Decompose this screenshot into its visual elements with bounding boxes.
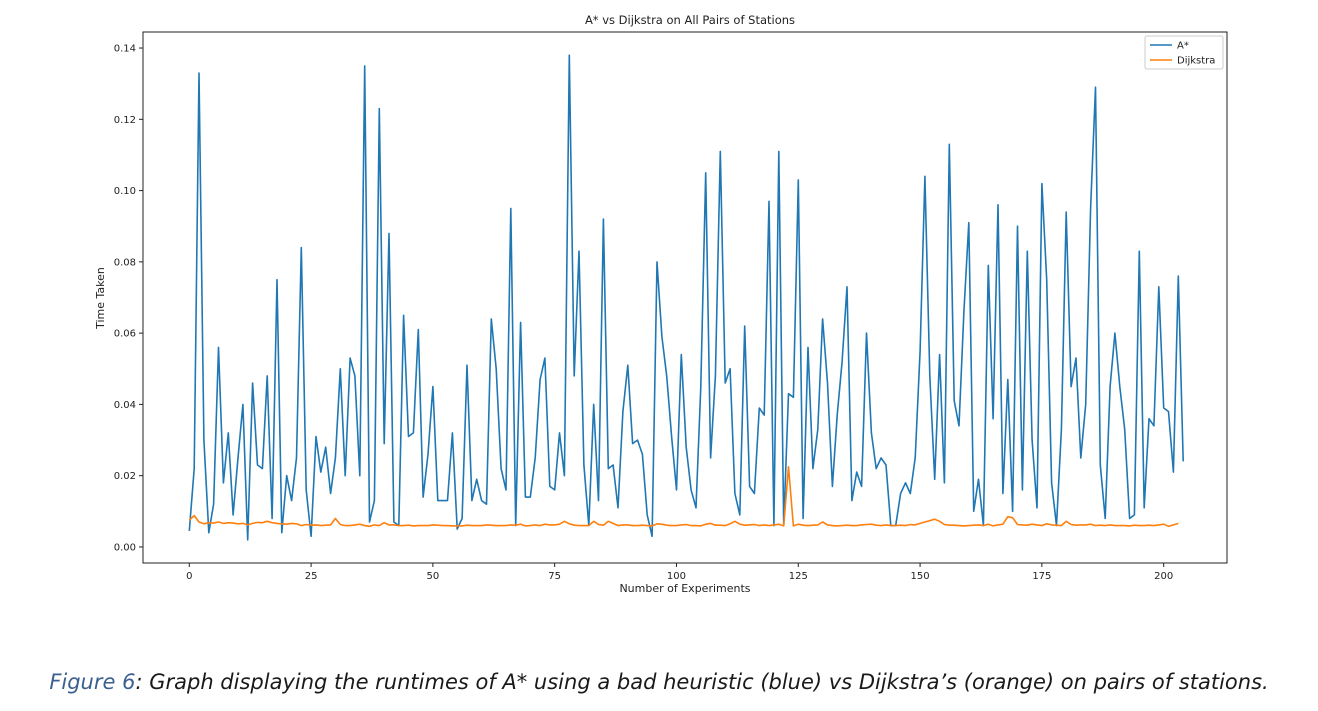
x-tick-label: 50: [427, 571, 440, 582]
y-tick-label: 0.12: [114, 115, 136, 126]
figure-caption-label: Figure 6: [49, 670, 136, 694]
y-tick-label: 0.10: [114, 186, 136, 197]
x-tick-label: 125: [789, 571, 808, 582]
x-axis-label: Number of Experiments: [619, 582, 750, 595]
y-tick-label: 0.00: [114, 542, 136, 553]
x-tick-label: 25: [305, 571, 318, 582]
line-chart: A* vs Dijkstra on All Pairs of Stations …: [94, 13, 1228, 595]
legend: A* Dijkstra: [1144, 35, 1224, 70]
figure-caption: Figure 6: Graph displaying the runtimes …: [0, 670, 1318, 694]
y-tick-label: 0.08: [114, 257, 136, 268]
legend-label-dijkstra: Dijkstra: [1177, 56, 1215, 67]
y-tick-label: 0.02: [114, 471, 136, 482]
figure-caption-text: : Graph displaying the runtimes of A* us…: [135, 670, 1269, 694]
y-tick-label: 0.14: [114, 44, 136, 55]
dijkstra-series-line: [188, 465, 1179, 528]
x-tick-label: 0: [186, 571, 192, 582]
legend-label-astar: A*: [1177, 41, 1189, 52]
x-tick-label: 200: [1154, 571, 1173, 582]
astar-series-line: [188, 54, 1184, 541]
y-tick-label: 0.04: [114, 400, 136, 411]
chart-title: A* vs Dijkstra on All Pairs of Stations: [585, 13, 795, 27]
y-axis-label: Time Taken: [94, 267, 107, 330]
plot-area-frame: [142, 31, 1228, 564]
x-tick-label: 100: [667, 571, 686, 582]
y-tick-label: 0.06: [114, 329, 136, 340]
x-tick-label: 175: [1032, 571, 1051, 582]
x-tick-label: 150: [911, 571, 930, 582]
x-tick-label: 75: [548, 571, 561, 582]
